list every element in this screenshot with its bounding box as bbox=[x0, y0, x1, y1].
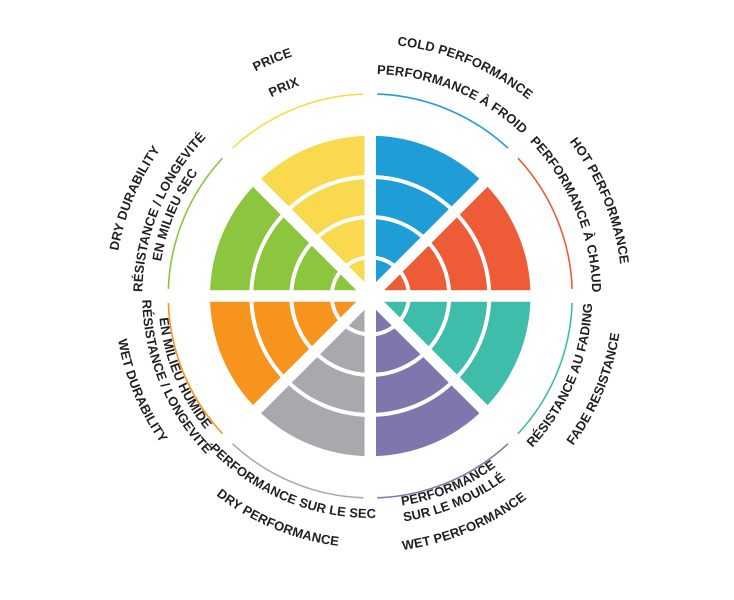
svg-text:PRIX: PRIX bbox=[266, 74, 301, 100]
svg-text:PRICE: PRICE bbox=[250, 45, 294, 75]
